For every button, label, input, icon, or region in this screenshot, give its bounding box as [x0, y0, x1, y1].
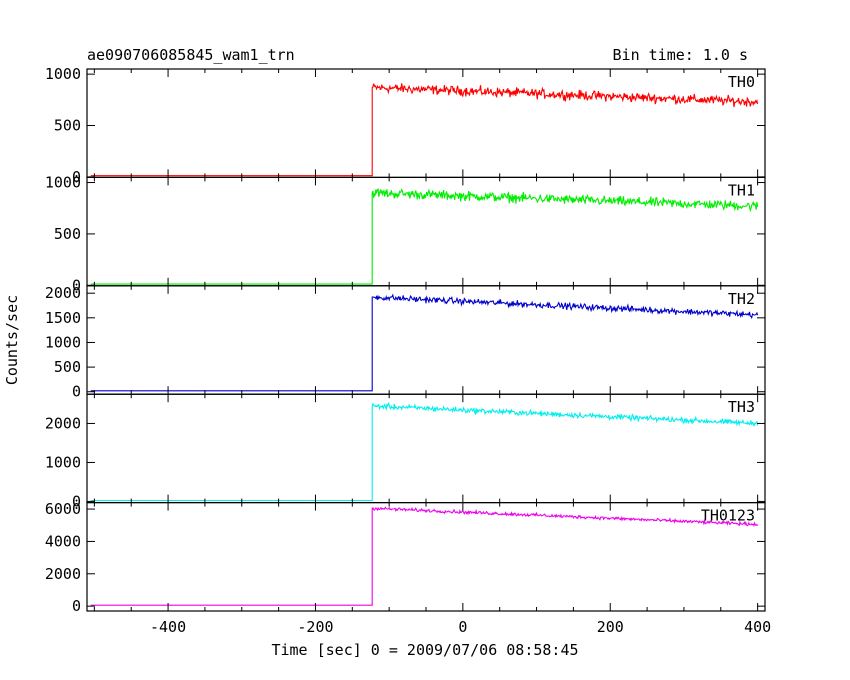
panel-frame-th0123 — [86, 502, 766, 612]
y-axis-label: Counts/sec — [3, 295, 21, 385]
panel-frame-th0 — [86, 68, 766, 179]
y-tick-label-th0123: 6000 — [45, 500, 81, 518]
x-tick-label: -400 — [150, 618, 186, 636]
series-line-th3 — [90, 401, 759, 502]
y-tick-label-th3: 1000 — [45, 453, 81, 471]
y-tick-label-th2: 0 — [72, 383, 81, 401]
y-tick-label-th1: 0 — [72, 276, 81, 294]
chart-title: ae090706085845_wam1_trn — [87, 46, 295, 64]
panel-label-th3: TH3 — [728, 398, 755, 416]
y-tick-label-th0: 500 — [54, 117, 81, 135]
y-tick-label-th3: 2000 — [45, 414, 81, 432]
y-tick-label-th0: 0 — [72, 168, 81, 186]
series-line-th1 — [90, 187, 759, 285]
y-tick-label-th1: 1000 — [45, 174, 81, 192]
panel-label-th0: TH0 — [728, 73, 755, 91]
y-tick-label-th2: 2000 — [45, 284, 81, 302]
y-tick-label-th0123: 0 — [72, 597, 81, 615]
y-tick-label-th2: 500 — [54, 358, 81, 376]
x-tick-label: 200 — [597, 618, 624, 636]
y-tick-label-th0: 1000 — [45, 65, 81, 83]
bin-time-label: Bin time: 1.0 s — [613, 46, 748, 64]
series-line-th0123 — [90, 506, 759, 606]
y-tick-label-th0123: 4000 — [45, 532, 81, 550]
y-tick-label-th3: 0 — [72, 492, 81, 510]
x-axis-label: Time [sec] 0 = 2009/07/06 08:58:45 — [271, 641, 578, 659]
y-tick-label-th1: 500 — [54, 225, 81, 243]
panel-label-th0123: TH0123 — [701, 507, 755, 525]
y-tick-label-th2: 1500 — [45, 309, 81, 327]
panel-label-th2: TH2 — [728, 290, 755, 308]
x-tick-label: -200 — [297, 618, 333, 636]
series-line-th2 — [90, 293, 759, 392]
y-tick-label-th0123: 2000 — [45, 565, 81, 583]
x-tick-label: 400 — [744, 618, 771, 636]
x-tick-label: 0 — [458, 618, 467, 636]
y-tick-label-th2: 1000 — [45, 333, 81, 351]
series-line-th0 — [90, 83, 759, 177]
panel-label-th1: TH1 — [728, 181, 755, 199]
